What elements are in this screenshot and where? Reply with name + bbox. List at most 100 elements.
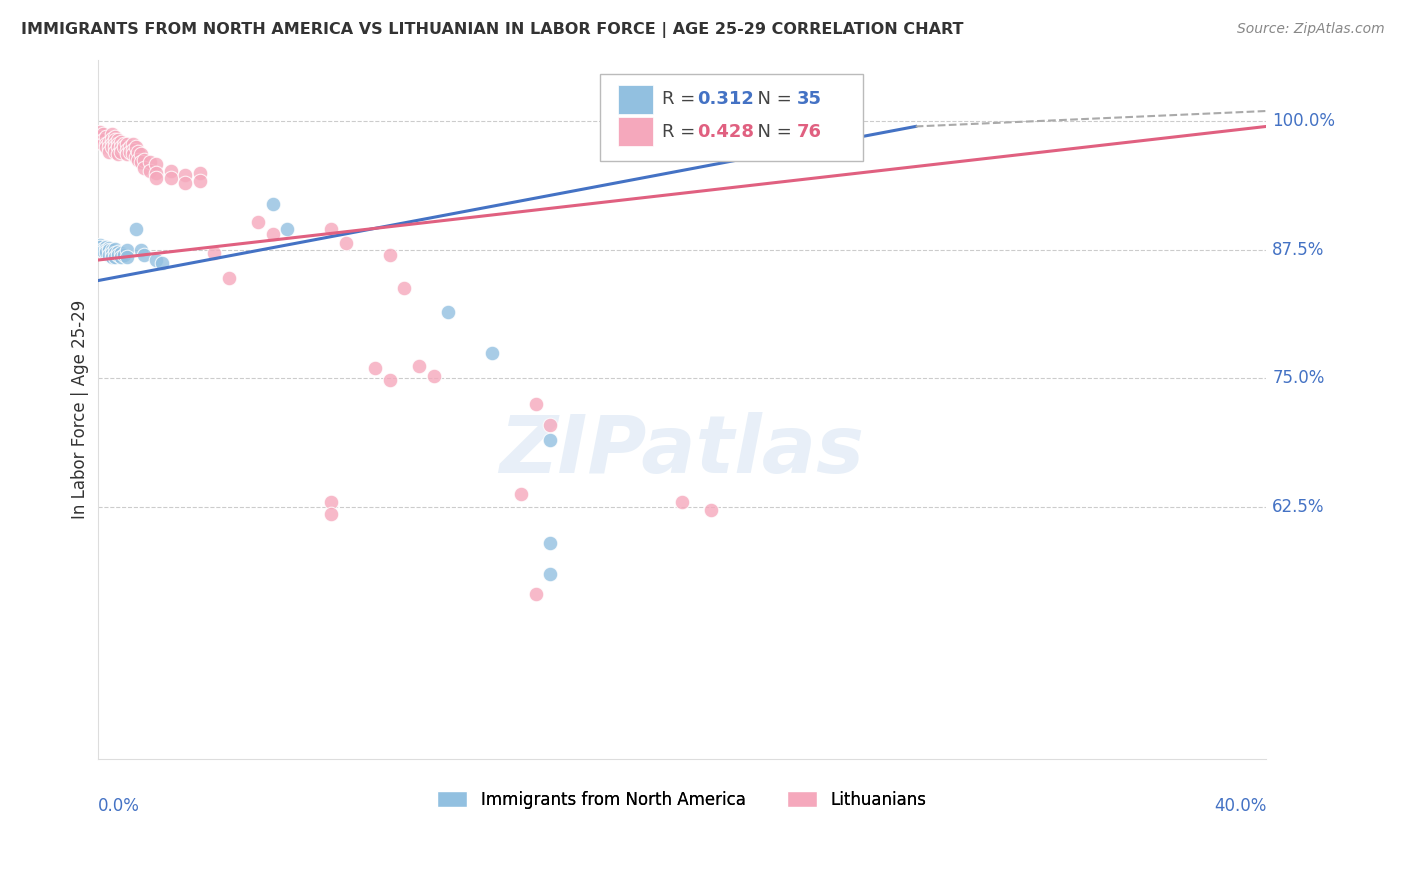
Point	[107, 244, 129, 259]
FancyBboxPatch shape	[617, 117, 652, 146]
Point	[115, 143, 138, 157]
Point	[134, 153, 156, 168]
Point	[115, 243, 138, 257]
Text: ZIPatlas: ZIPatlas	[499, 412, 865, 490]
Point	[101, 132, 124, 146]
Point	[394, 281, 416, 295]
Point	[524, 397, 547, 411]
Point	[115, 147, 138, 161]
Point	[96, 244, 118, 259]
Point	[101, 246, 124, 260]
Point	[96, 136, 118, 151]
Point	[93, 242, 115, 256]
Point	[378, 373, 401, 387]
Point	[112, 136, 135, 151]
Point	[98, 140, 121, 154]
Point	[93, 127, 115, 141]
FancyBboxPatch shape	[617, 85, 652, 114]
Point	[247, 215, 270, 229]
Point	[321, 507, 343, 521]
Point	[335, 235, 357, 250]
Point	[437, 304, 460, 318]
Point	[321, 494, 343, 508]
Point	[174, 176, 197, 190]
Point	[110, 250, 132, 264]
Point	[139, 155, 162, 169]
Point	[262, 227, 284, 242]
Point	[145, 253, 167, 268]
Point	[540, 417, 562, 432]
Point	[98, 248, 121, 262]
FancyBboxPatch shape	[600, 73, 863, 161]
Point	[159, 163, 181, 178]
Point	[107, 140, 129, 154]
Point	[96, 240, 118, 254]
Point	[378, 248, 401, 262]
Text: R =: R =	[662, 90, 702, 109]
Point	[107, 136, 129, 151]
Point	[104, 145, 127, 160]
Point	[524, 587, 547, 601]
Text: 0.312: 0.312	[697, 90, 754, 109]
Point	[174, 168, 197, 182]
Point	[145, 166, 167, 180]
Point	[262, 196, 284, 211]
Point	[101, 250, 124, 264]
Point	[98, 135, 121, 149]
Point	[364, 361, 387, 376]
Point	[96, 129, 118, 144]
Point	[101, 140, 124, 154]
Text: 0.0%: 0.0%	[97, 797, 139, 815]
Point	[124, 140, 146, 154]
Point	[127, 145, 149, 160]
Point	[540, 433, 562, 447]
Point	[89, 237, 111, 252]
Point	[118, 145, 141, 160]
Point	[150, 256, 173, 270]
Point	[159, 170, 181, 185]
Point	[98, 145, 121, 160]
Point	[145, 170, 167, 185]
Point	[110, 135, 132, 149]
Point	[115, 136, 138, 151]
Text: 76: 76	[796, 122, 821, 141]
Point	[115, 250, 138, 264]
Point	[93, 136, 115, 151]
Point	[101, 136, 124, 151]
Point	[98, 243, 121, 257]
Point	[422, 369, 444, 384]
Point	[110, 140, 132, 154]
Point	[89, 125, 111, 139]
Text: N =: N =	[747, 90, 797, 109]
Text: 0.428: 0.428	[697, 122, 754, 141]
Point	[89, 129, 111, 144]
Point	[104, 140, 127, 154]
Point	[104, 246, 127, 260]
Text: 75.0%: 75.0%	[1272, 369, 1324, 387]
Point	[107, 248, 129, 262]
Point	[107, 133, 129, 147]
Point	[104, 129, 127, 144]
Point	[510, 486, 533, 500]
Point	[131, 243, 153, 257]
Point	[134, 161, 156, 175]
Point	[110, 145, 132, 160]
Point	[118, 140, 141, 154]
Point	[124, 222, 146, 236]
Point	[218, 270, 240, 285]
Point	[276, 222, 298, 236]
Point	[145, 157, 167, 171]
Text: R =: R =	[662, 122, 702, 141]
Legend: Immigrants from North America, Lithuanians: Immigrants from North America, Lithuania…	[429, 782, 935, 817]
Point	[124, 150, 146, 164]
Point	[131, 155, 153, 169]
Point	[481, 345, 503, 359]
Point	[204, 246, 226, 260]
Point	[110, 246, 132, 260]
Text: 87.5%: 87.5%	[1272, 241, 1324, 259]
Point	[101, 127, 124, 141]
Point	[188, 174, 211, 188]
Point	[89, 240, 111, 254]
Point	[121, 147, 143, 161]
Point	[107, 147, 129, 161]
